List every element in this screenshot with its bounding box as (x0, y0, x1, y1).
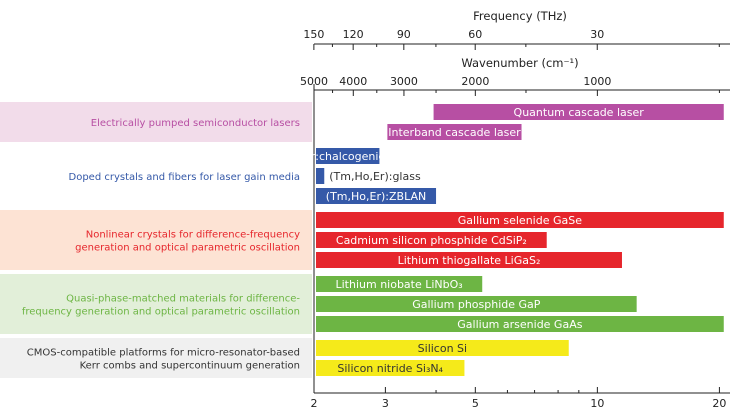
category-label-1-line-0: Doped crystals and fibers for laser gain… (69, 172, 301, 183)
bar-4-1 (316, 360, 465, 376)
category-label-3-line-0: Quasi-phase-matched materials for differ… (66, 294, 300, 305)
category-background-2 (0, 210, 312, 270)
bar-1-0 (316, 148, 380, 164)
bar-label-0-0: Quantum cascade laser (514, 106, 645, 119)
wavenumber-tick-label-4: 1000 (583, 75, 611, 88)
bar-3-2 (316, 316, 724, 332)
frequency-tick-label-1: 120 (343, 28, 364, 41)
category-background-4 (0, 338, 312, 378)
bar-1-1 (316, 168, 325, 184)
bottom-tick-label-4: 20 (712, 397, 726, 408)
bar-label-0-1: Interband cascade laser (388, 126, 521, 139)
category-background-1 (0, 146, 312, 206)
frequency-axis-title: Frequency (THz) (473, 9, 567, 23)
bar-0-0 (433, 104, 724, 120)
bar-label-1-1: (Tm,Ho,Er):glass (329, 170, 421, 183)
bar-label-1-2: (Tm,Ho,Er):ZBLAN (326, 190, 426, 203)
bar-label-4-1: Silicon nitride Si₃N₄ (337, 362, 443, 375)
category-label-2-line-1: generation and optical parametric oscill… (75, 243, 300, 254)
category-background-0 (0, 102, 312, 142)
category-label-2-line-0: Nonlinear crystals for difference-freque… (86, 230, 300, 241)
bar-3-0 (316, 276, 483, 292)
category-label-4-line-1: Kerr combs and supercontinuum generation (80, 361, 300, 372)
bottom-tick-label-0: 2 (311, 397, 318, 408)
bar-label-4-0: Silicon Si (418, 342, 467, 355)
bar-2-0 (316, 212, 724, 228)
bar-label-2-1: Cadmium silicon phosphide CdSiP₂ (336, 234, 527, 247)
frequency-tick-label-3: 60 (468, 28, 482, 41)
bar-label-1-0: Cr:chalcogenide (303, 150, 392, 163)
bar-3-1 (316, 296, 637, 312)
wavenumber-tick-label-1: 4000 (339, 75, 367, 88)
bottom-tick-label-3: 10 (590, 397, 604, 408)
bar-4-0 (316, 340, 569, 356)
frequency-tick-label-0: 150 (303, 28, 324, 41)
wavenumber-tick-label-3: 2000 (461, 75, 489, 88)
category-label-0-line-0: Electrically pumped semiconductor lasers (91, 118, 300, 129)
bar-label-3-0: Lithium niobate LiNbO₃ (335, 278, 462, 291)
frequency-tick-label-4: 30 (590, 28, 604, 41)
wavenumber-tick-label-0: 5000 (300, 75, 328, 88)
bar-label-2-0: Gallium selenide GaSe (458, 214, 582, 227)
wavenumber-tick-label-2: 3000 (390, 75, 418, 88)
category-label-4-line-0: CMOS-compatible platforms for micro-reso… (27, 348, 300, 359)
bar-2-2 (316, 252, 622, 268)
bar-label-2-2: Lithium thiogallate LiGaS₂ (398, 254, 541, 267)
category-label-3-line-1: frequency generation and optical paramet… (22, 307, 300, 318)
bar-0-1 (387, 124, 522, 140)
bar-2-1 (316, 232, 547, 248)
bar-1-2 (316, 188, 437, 204)
category-background-3 (0, 274, 312, 334)
bottom-tick-label-1: 3 (382, 397, 389, 408)
wavenumber-axis-title: Wavenumber (cm⁻¹) (461, 56, 578, 70)
bar-label-3-1: Gallium phosphide GaP (412, 298, 541, 311)
bottom-tick-label-2: 5 (472, 397, 479, 408)
bar-label-3-2: Gallium arsenide GaAs (457, 318, 582, 331)
frequency-tick-label-2: 90 (397, 28, 411, 41)
